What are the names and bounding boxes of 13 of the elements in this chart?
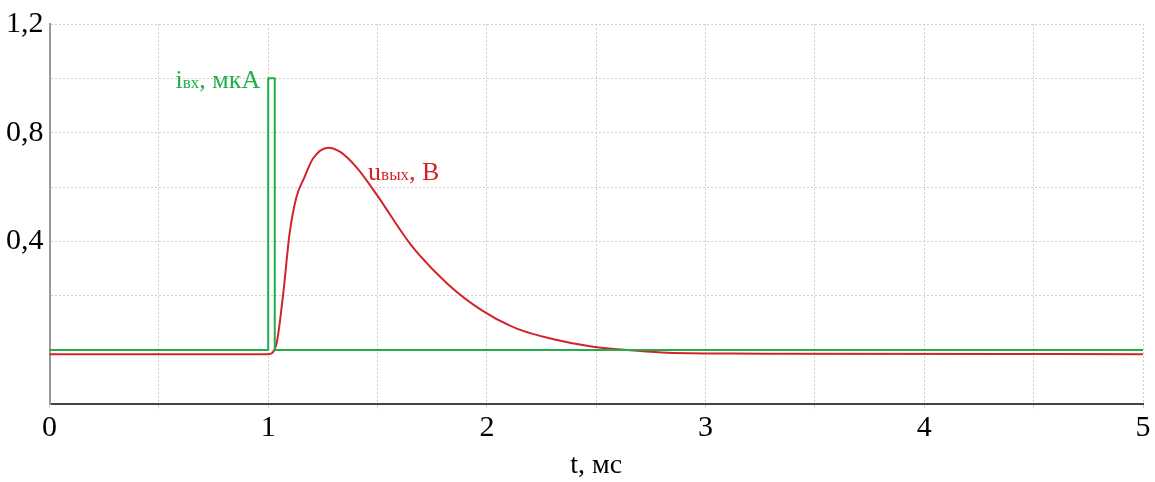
y-tick-label: 1,2: [6, 4, 44, 38]
x-tick-label: 4: [916, 409, 932, 443]
y-tick-label: 0,8: [6, 113, 44, 147]
series-label: uвых, В: [368, 156, 440, 186]
x-tick-label: 2: [479, 409, 495, 443]
series-label: iвх, мкА: [175, 65, 261, 95]
x-tick-label: 1: [260, 409, 276, 443]
x-tick-label: 0: [42, 409, 57, 443]
line-series: [49, 146, 1143, 356]
y-tick-label: 0,4: [6, 222, 44, 256]
x-tick-label: 5: [1135, 409, 1151, 443]
x-tick-label: 3: [698, 409, 714, 443]
x-axis-title: t, мс: [570, 447, 623, 479]
